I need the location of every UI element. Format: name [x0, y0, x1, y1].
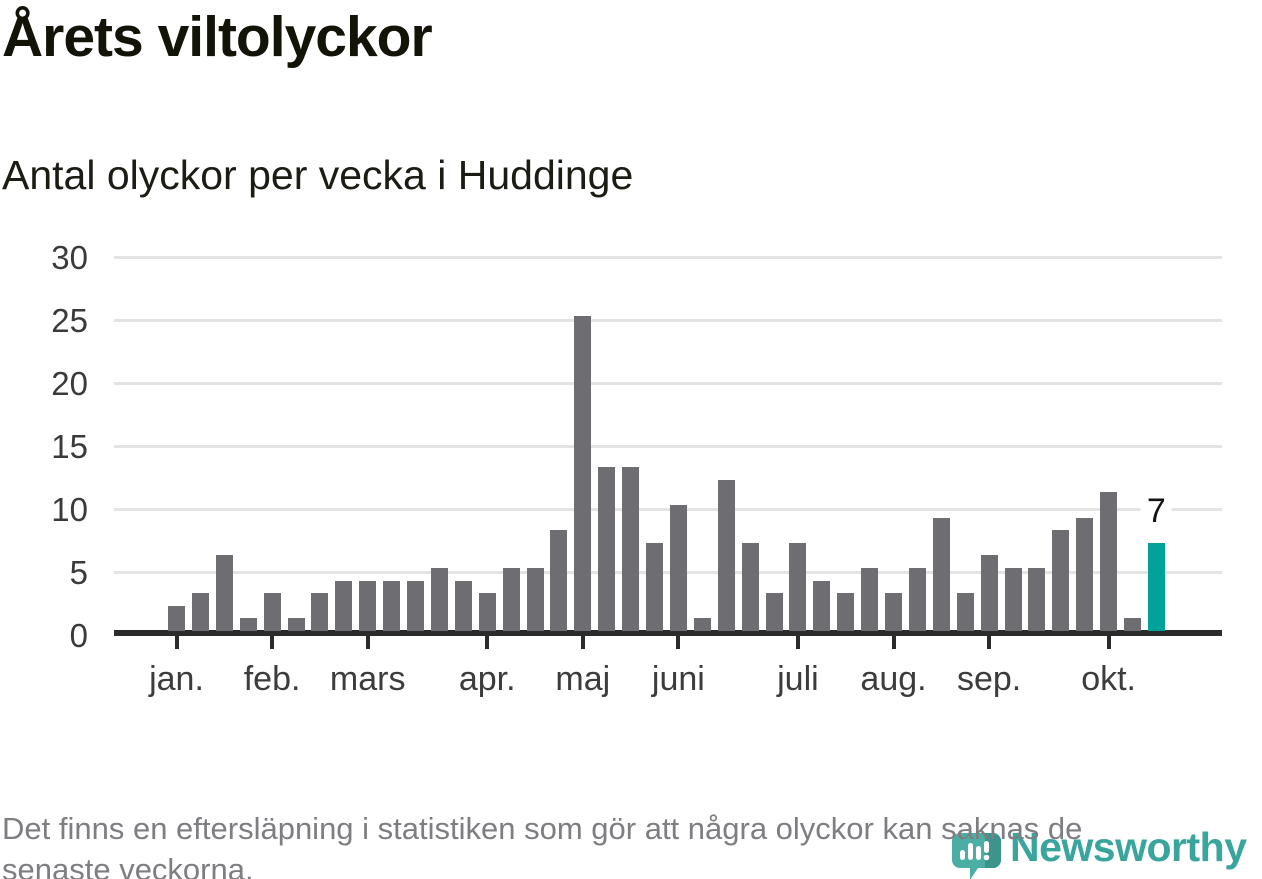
bar-week [1004, 568, 1022, 631]
bar-week [287, 618, 305, 631]
bar-week [837, 593, 855, 631]
bar-week [168, 605, 185, 631]
bar-week [765, 593, 783, 631]
bar-week [646, 542, 663, 631]
bar-week [478, 593, 496, 631]
x-axis-month-label: sep. [956, 660, 1022, 698]
highlighted-bar-value-label: 7 [1140, 492, 1172, 529]
gridline [114, 255, 1222, 259]
y-axis-tick-label: 20 [51, 364, 88, 402]
bar-week [1052, 530, 1070, 631]
x-axis-month-label: juli [777, 660, 819, 698]
x-axis-tick [174, 636, 179, 649]
chart-title: Årets viltolyckor [2, 5, 433, 69]
bar-week [502, 568, 520, 631]
y-axis-tick-label: 5 [69, 553, 88, 591]
bar-week [1028, 568, 1046, 631]
y-axis-tick-label: 10 [51, 490, 88, 528]
bar-week [980, 555, 998, 631]
x-axis-month-label: jan. [149, 660, 204, 698]
gridline [114, 570, 1222, 574]
bar-week [1076, 517, 1094, 631]
newsworthy-wordmark: Newsworthy [1010, 824, 1247, 870]
bar-week [741, 542, 759, 631]
y-axis-tick-label: 0 [69, 616, 88, 654]
x-axis-tick [270, 636, 275, 649]
bar-week [598, 467, 616, 631]
bar-week [215, 555, 233, 631]
x-axis-month-label: okt. [1081, 660, 1136, 698]
footer-note-line-2: senaste veckorna. [2, 852, 254, 879]
bar-week [335, 580, 353, 631]
bar-week [550, 530, 568, 631]
x-axis-month-label: apr. [458, 660, 516, 698]
bar-week [191, 593, 209, 631]
y-axis-tick-label: 30 [51, 238, 88, 276]
x-axis-tick [891, 636, 896, 649]
footer-note: Det finns en eftersläpning i statistiken… [2, 808, 1258, 879]
bar-week [908, 568, 926, 631]
bar-week [956, 593, 974, 631]
y-axis-tick-label: 15 [51, 427, 88, 465]
gridline [114, 318, 1222, 322]
x-axis-tick [365, 636, 370, 649]
bar-week [263, 593, 281, 631]
bar-week [359, 580, 377, 631]
chart-subtitle: Antal olyckor per vecka i Huddinge [2, 152, 634, 198]
x-axis-tick [580, 636, 585, 649]
bar-week [526, 568, 544, 631]
x-axis-month-label: maj [555, 660, 611, 698]
x-axis-month-label: mars [329, 660, 406, 698]
x-axis-tick [485, 636, 490, 649]
bar-week [454, 580, 472, 631]
bar-week [932, 517, 950, 631]
x-axis-tick [676, 636, 681, 649]
bar-week [622, 467, 640, 631]
bar-week [1124, 618, 1141, 631]
gridline [114, 507, 1222, 511]
bar-week [239, 618, 257, 631]
bar-week [813, 580, 831, 631]
bar-week [383, 580, 401, 631]
bar-week [430, 568, 448, 631]
x-axis-month-label: feb. [243, 660, 301, 698]
x-axis-month-label: aug. [860, 660, 927, 698]
y-axis-tick-label: 25 [51, 301, 88, 339]
bar-week [717, 479, 735, 631]
gridline [114, 444, 1222, 448]
bar-week [885, 593, 902, 631]
bar-week [574, 316, 592, 631]
bar-week [669, 505, 687, 631]
x-axis-line [114, 630, 1222, 636]
bar-week [861, 568, 879, 631]
bar-week [1100, 492, 1118, 631]
x-axis-tick [795, 636, 800, 649]
x-axis-tick [1106, 636, 1111, 649]
bar-week [407, 580, 424, 631]
bar-week-highlighted [1147, 542, 1165, 631]
bar-week [311, 593, 329, 631]
x-axis-month-label: juni [651, 660, 705, 698]
newsworthy-speech-bubble-chart-icon [952, 833, 1001, 879]
footer-note-line-1: Det finns en eftersläpning i statistiken… [2, 811, 1083, 846]
bar-week [789, 542, 807, 631]
bar-week [693, 618, 711, 631]
x-axis-tick [987, 636, 992, 649]
gridline [114, 381, 1222, 385]
